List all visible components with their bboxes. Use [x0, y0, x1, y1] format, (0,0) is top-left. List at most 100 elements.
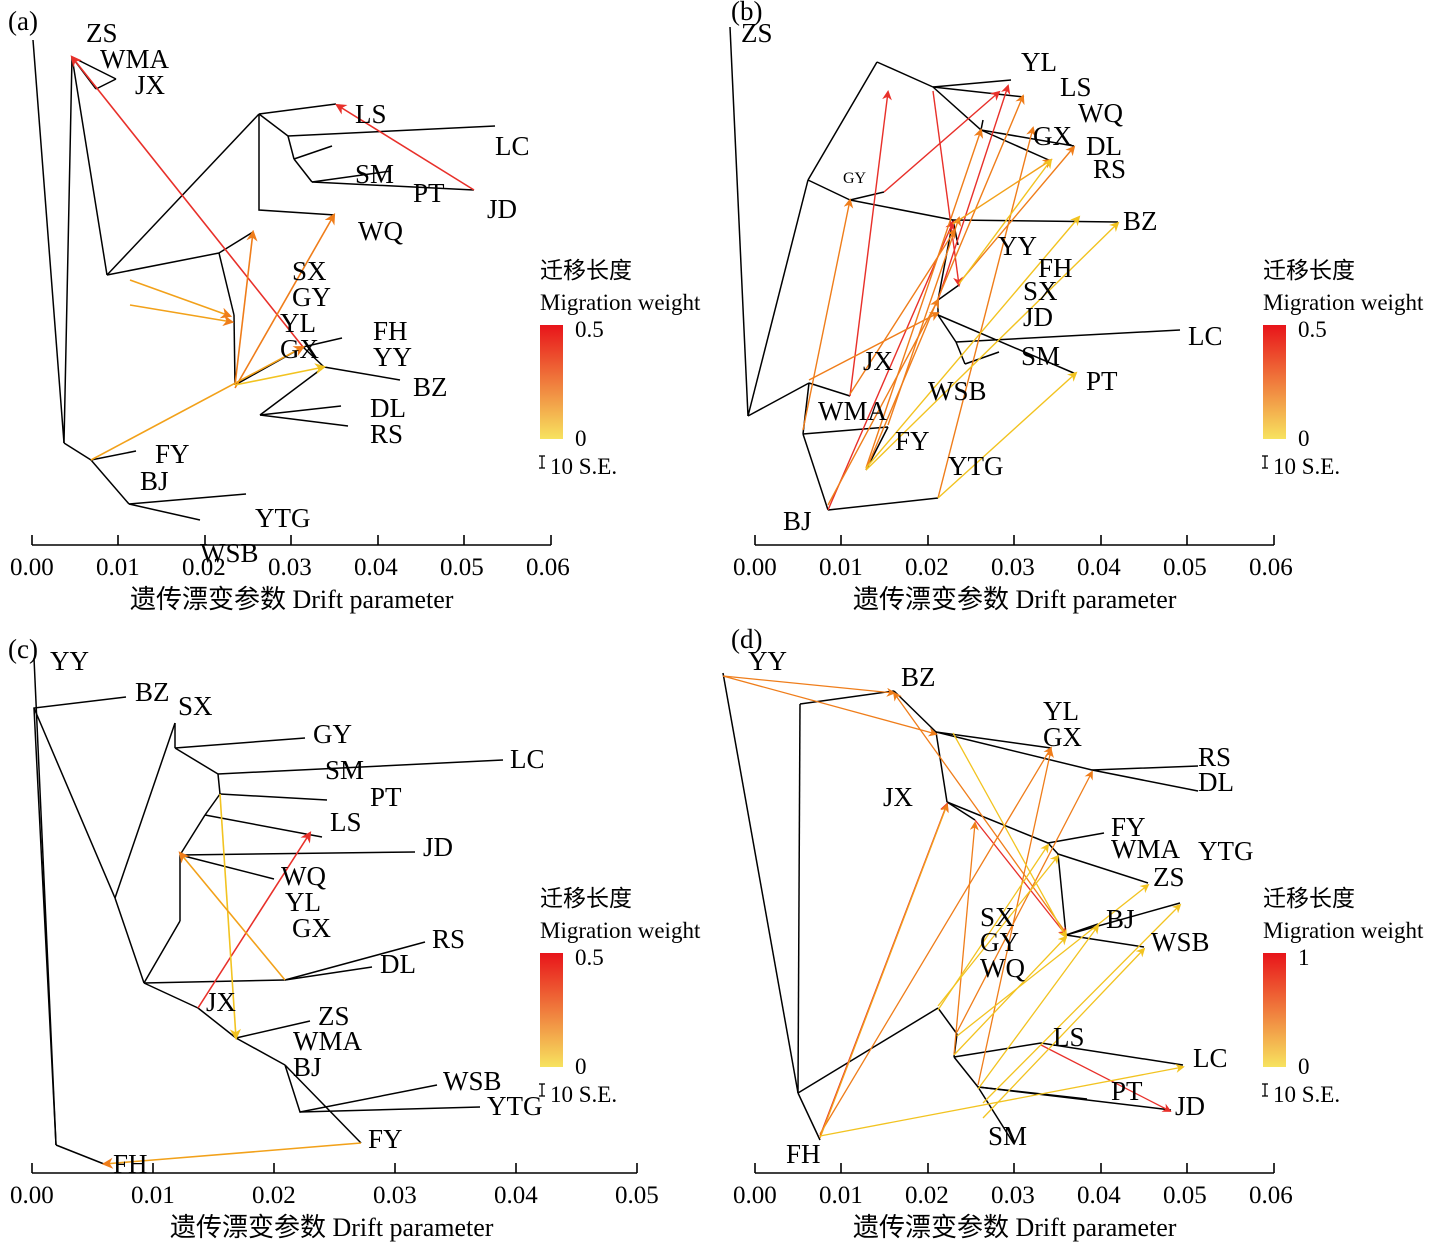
svg-text:遗传漂变参数 Drift parameter: 遗传漂变参数 Drift parameter	[853, 1213, 1177, 1242]
svg-text:YTG: YTG	[948, 451, 1004, 481]
svg-text:0.00: 0.00	[733, 554, 777, 581]
svg-text:PT: PT	[1111, 1076, 1143, 1106]
svg-text:遗传漂变参数 Drift parameter: 遗传漂变参数 Drift parameter	[170, 1213, 494, 1242]
svg-text:0.01: 0.01	[131, 1182, 175, 1209]
svg-text:0.06: 0.06	[1249, 554, 1293, 581]
svg-text:SX: SX	[178, 691, 213, 721]
svg-text:GX: GX	[1043, 722, 1082, 752]
svg-text:PT: PT	[413, 178, 445, 208]
svg-text:PT: PT	[370, 782, 402, 812]
svg-text:RS: RS	[432, 924, 465, 954]
svg-text:迁移长度: 迁移长度	[1263, 886, 1355, 911]
svg-text:YTG: YTG	[1198, 836, 1254, 866]
svg-text:0: 0	[1298, 1054, 1310, 1079]
svg-text:RS: RS	[370, 419, 403, 449]
svg-text:JX: JX	[863, 346, 894, 376]
svg-text:GY: GY	[313, 719, 352, 749]
svg-text:10 S.E.: 10 S.E.	[1273, 1082, 1340, 1107]
svg-text:YY: YY	[373, 342, 412, 372]
svg-text:0.05: 0.05	[615, 1182, 659, 1209]
svg-text:0.05: 0.05	[1163, 1182, 1207, 1209]
svg-text:0.04: 0.04	[1077, 554, 1121, 581]
svg-text:LC: LC	[1193, 1043, 1228, 1073]
svg-text:JD: JD	[1175, 1091, 1205, 1121]
svg-text:0.02: 0.02	[252, 1182, 296, 1209]
svg-text:LS: LS	[1053, 1022, 1085, 1052]
svg-text:10 S.E.: 10 S.E.	[550, 1082, 617, 1107]
svg-text:FY: FY	[155, 439, 190, 469]
svg-text:0.05: 0.05	[440, 554, 484, 581]
svg-text:JX: JX	[206, 987, 237, 1017]
svg-text:WSB: WSB	[928, 376, 987, 406]
svg-text:BJ: BJ	[1106, 904, 1135, 934]
svg-text:0.5: 0.5	[1298, 317, 1327, 342]
svg-text:SM: SM	[355, 159, 394, 189]
svg-text:0: 0	[575, 426, 587, 451]
svg-text:YTG: YTG	[487, 1091, 543, 1121]
svg-text:YL: YL	[1021, 47, 1057, 77]
svg-text:0.02: 0.02	[182, 554, 226, 581]
svg-text:迁移长度: 迁移长度	[540, 258, 632, 283]
svg-text:0.00: 0.00	[733, 1182, 777, 1209]
svg-text:0.06: 0.06	[526, 554, 570, 581]
svg-text:BZ: BZ	[1123, 206, 1158, 236]
svg-text:遗传漂变参数 Drift parameter: 遗传漂变参数 Drift parameter	[130, 585, 454, 614]
svg-text:BZ: BZ	[901, 662, 936, 692]
svg-text:WQ: WQ	[1078, 98, 1123, 128]
svg-text:BJ: BJ	[140, 466, 169, 496]
svg-text:WMA: WMA	[818, 396, 887, 426]
svg-text:WQ: WQ	[980, 953, 1025, 983]
svg-text:FY: FY	[368, 1124, 403, 1154]
svg-text:0.00: 0.00	[10, 1182, 54, 1209]
svg-text:ZS: ZS	[1153, 862, 1185, 892]
svg-text:SM: SM	[988, 1121, 1027, 1151]
svg-text:0.03: 0.03	[991, 554, 1035, 581]
svg-text:BJ: BJ	[783, 506, 812, 536]
svg-text:0: 0	[575, 1054, 587, 1079]
svg-text:GX: GX	[1033, 121, 1072, 151]
svg-text:JD: JD	[423, 832, 453, 862]
svg-text:0.03: 0.03	[373, 1182, 417, 1209]
svg-text:BZ: BZ	[413, 372, 448, 402]
svg-text:YY: YY	[50, 646, 89, 676]
svg-text:(a): (a)	[8, 6, 38, 36]
svg-text:JD: JD	[1023, 302, 1053, 332]
svg-text:1: 1	[1298, 945, 1310, 970]
svg-text:GX: GX	[280, 334, 319, 364]
svg-text:RS: RS	[1093, 154, 1126, 184]
svg-text:0.01: 0.01	[819, 554, 863, 581]
svg-text:WSB: WSB	[1151, 927, 1210, 957]
svg-text:迁移长度: 迁移长度	[1263, 258, 1355, 283]
svg-text:0.02: 0.02	[905, 554, 949, 581]
svg-text:FH: FH	[786, 1139, 821, 1169]
svg-text:WQ: WQ	[358, 216, 403, 246]
svg-text:0.5: 0.5	[575, 317, 604, 342]
svg-text:JX: JX	[883, 782, 914, 812]
svg-text:0.03: 0.03	[991, 1182, 1035, 1209]
svg-text:0.01: 0.01	[96, 554, 140, 581]
svg-text:0.00: 0.00	[10, 554, 54, 581]
svg-text:WMA: WMA	[1111, 834, 1180, 864]
svg-text:JX: JX	[135, 70, 166, 100]
svg-text:迁移长度: 迁移长度	[540, 886, 632, 911]
svg-text:Migration weight: Migration weight	[1263, 918, 1424, 943]
svg-text:DL: DL	[1198, 767, 1234, 797]
svg-text:GX: GX	[292, 913, 331, 943]
svg-text:Migration weight: Migration weight	[540, 290, 701, 315]
svg-text:BZ: BZ	[135, 677, 170, 707]
svg-text:PT: PT	[1086, 366, 1118, 396]
svg-text:0: 0	[1298, 426, 1310, 451]
svg-text:SM: SM	[325, 755, 364, 785]
svg-text:0.01: 0.01	[819, 1182, 863, 1209]
svg-text:DL: DL	[380, 949, 416, 979]
svg-text:0.05: 0.05	[1163, 554, 1207, 581]
svg-text:0.04: 0.04	[354, 554, 398, 581]
svg-text:YTG: YTG	[255, 503, 311, 533]
svg-text:LS: LS	[330, 807, 362, 837]
svg-text:LC: LC	[510, 744, 545, 774]
svg-text:FY: FY	[895, 426, 930, 456]
svg-text:ZS: ZS	[741, 18, 773, 48]
svg-text:0.06: 0.06	[1249, 1182, 1293, 1209]
svg-text:0.04: 0.04	[494, 1182, 538, 1209]
svg-text:Migration weight: Migration weight	[540, 918, 701, 943]
